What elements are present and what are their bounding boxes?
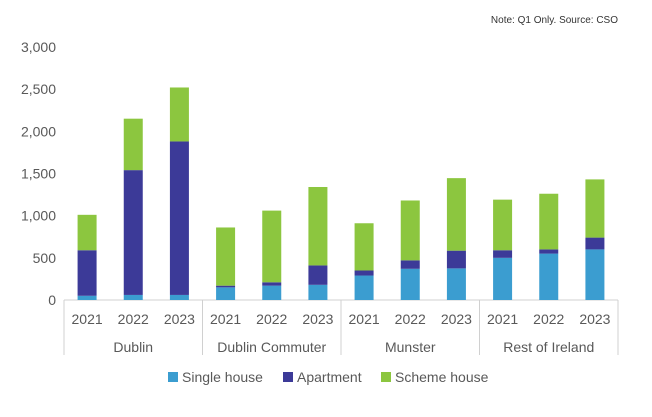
x-tick-label: 2023 — [579, 311, 610, 327]
axis-layer — [63, 299, 619, 355]
x-tick-label: 2021 — [349, 311, 380, 327]
x-tick-label: 2022 — [533, 311, 564, 327]
bar-segment-apartment — [123, 170, 143, 295]
x-tick-label: 2023 — [302, 311, 333, 327]
bar-segment-apartment — [446, 250, 466, 269]
y-tick-label: 1,500 — [21, 166, 56, 182]
bar-segment-apartment — [262, 282, 282, 286]
labels-layer: 0 500 1,000 1,500 2,000 2,500 3,000 2021 2022 202… — [21, 39, 611, 355]
bar-segment-scheme-house — [493, 199, 513, 251]
x-tick-label: 2021 — [210, 311, 241, 327]
y-tick-label: 0 — [48, 292, 56, 308]
bar-segment-apartment — [400, 260, 420, 269]
bar-segment-apartment — [169, 141, 189, 295]
legend-label: Single house — [182, 369, 263, 385]
y-tick-label: 3,000 — [21, 39, 56, 55]
group-label: Dublin — [113, 339, 153, 355]
bar-segment-single-house — [354, 275, 374, 300]
bar-segment-single-house — [493, 257, 513, 300]
bar-segment-single-house — [308, 284, 328, 300]
bar-segment-scheme-house — [585, 179, 605, 238]
group-label: Rest of Ireland — [503, 339, 594, 355]
y-tick-label: 1,000 — [21, 208, 56, 224]
x-tick-label: 2022 — [395, 311, 426, 327]
bar-segment-single-house — [169, 294, 189, 300]
bar-segment-scheme-house — [262, 210, 282, 283]
bar-segment-apartment — [585, 237, 605, 250]
bar-segment-apartment — [308, 265, 328, 285]
bar-segment-apartment — [539, 249, 559, 254]
x-tick-label: 2023 — [441, 311, 472, 327]
y-tick-label: 500 — [33, 250, 57, 266]
x-tick-label: 2021 — [72, 311, 103, 327]
bar-segment-scheme-house — [400, 200, 420, 261]
group-label: Munster — [385, 339, 436, 355]
bar-segment-single-house — [123, 294, 143, 300]
bar-segment-apartment — [216, 285, 236, 288]
bar-segment-single-house — [262, 285, 282, 300]
bar-segment-single-house — [216, 287, 236, 300]
bar-segment-single-house — [585, 249, 605, 300]
bar-segment-single-house — [446, 268, 466, 300]
bar-segment-apartment — [493, 250, 513, 258]
legend-label: Scheme house — [395, 369, 489, 385]
bar-segment-scheme-house — [308, 186, 328, 266]
bar-segment-scheme-house — [216, 227, 236, 286]
bar-segment-apartment — [354, 270, 374, 276]
source-note: Note: Q1 Only. Source: CSO — [491, 15, 618, 26]
x-tick-label: 2022 — [118, 311, 149, 327]
y-tick-label: 2,500 — [21, 81, 56, 97]
group-label: Dublin Commuter — [217, 339, 326, 355]
x-tick-label: 2022 — [256, 311, 287, 327]
bar-segment-scheme-house — [354, 223, 374, 271]
legend-label: Apartment — [297, 369, 362, 385]
x-tick-label: 2021 — [487, 311, 518, 327]
bar-segment-scheme-house — [539, 193, 559, 250]
legend-swatch-single-house — [168, 372, 178, 382]
bar-segment-single-house — [539, 253, 559, 300]
bars-layer — [77, 87, 605, 300]
bar-segment-scheme-house — [123, 118, 143, 171]
bar-segment-scheme-house — [77, 214, 97, 251]
bar-segment-scheme-house — [169, 87, 189, 142]
bar-segment-scheme-house — [446, 178, 466, 251]
y-tick-label: 2,000 — [21, 123, 56, 139]
bar-segment-single-house — [400, 268, 420, 300]
bar-segment-single-house — [77, 295, 97, 300]
bar-segment-apartment — [77, 250, 97, 296]
legend-swatch-scheme-house — [381, 372, 391, 382]
legend: Single house Apartment Scheme house — [168, 369, 489, 385]
x-tick-label: 2023 — [164, 311, 195, 327]
legend-swatch-apartment — [283, 372, 293, 382]
